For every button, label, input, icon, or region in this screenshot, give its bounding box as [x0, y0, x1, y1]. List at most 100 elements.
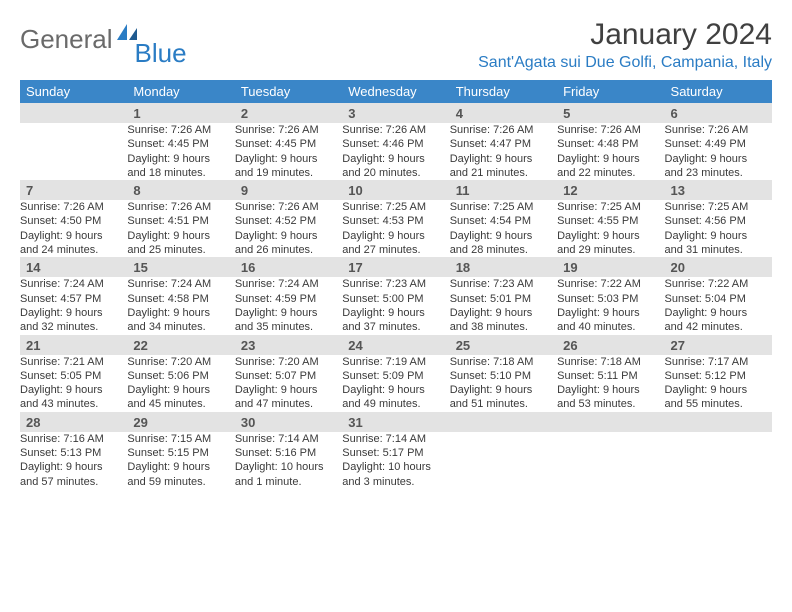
sunrise-text: Sunrise: 7:16 AM	[20, 432, 127, 446]
day2-text: and 20 minutes.	[342, 166, 449, 180]
day-number-cell: 30	[235, 412, 342, 432]
day-number-cell: 19	[557, 257, 664, 277]
title-block: January 2024 Sant'Agata sui Due Golfi, C…	[478, 18, 772, 72]
day-number: 8	[127, 180, 234, 200]
day1-text: Daylight: 9 hours	[665, 229, 772, 243]
sunrise-text: Sunrise: 7:23 AM	[342, 277, 449, 291]
sunset-text: Sunset: 5:10 PM	[450, 369, 557, 383]
day1-text: Daylight: 9 hours	[342, 229, 449, 243]
sunrise-text: Sunrise: 7:26 AM	[342, 123, 449, 137]
day-number: 14	[20, 257, 127, 277]
day-number-cell: 10	[342, 180, 449, 200]
day-data-cell: Sunrise: 7:26 AMSunset: 4:45 PMDaylight:…	[127, 123, 234, 180]
sunrise-text: Sunrise: 7:14 AM	[342, 432, 449, 446]
day-number-cell: 24	[342, 335, 449, 355]
sunset-text: Sunset: 4:46 PM	[342, 137, 449, 151]
day-number-cell: 18	[450, 257, 557, 277]
day-number-cell: 1	[127, 103, 234, 123]
day-data-cell: Sunrise: 7:26 AMSunset: 4:47 PMDaylight:…	[450, 123, 557, 180]
sunset-text: Sunset: 5:00 PM	[342, 292, 449, 306]
day-data-cell: Sunrise: 7:25 AMSunset: 4:53 PMDaylight:…	[342, 200, 449, 257]
sunrise-text: Sunrise: 7:23 AM	[450, 277, 557, 291]
sunrise-text: Sunrise: 7:22 AM	[557, 277, 664, 291]
day-data-row: Sunrise: 7:16 AMSunset: 5:13 PMDaylight:…	[20, 432, 772, 489]
sunrise-text: Sunrise: 7:18 AM	[557, 355, 664, 369]
sunset-text: Sunset: 4:45 PM	[235, 137, 342, 151]
day-number: 10	[342, 180, 449, 200]
sunrise-text: Sunrise: 7:20 AM	[235, 355, 342, 369]
day-number-cell: 11	[450, 180, 557, 200]
sunset-text: Sunset: 4:58 PM	[127, 292, 234, 306]
sunrise-text: Sunrise: 7:17 AM	[665, 355, 772, 369]
sunset-text: Sunset: 5:03 PM	[557, 292, 664, 306]
day-data-cell: Sunrise: 7:22 AMSunset: 5:04 PMDaylight:…	[665, 277, 772, 334]
day-number: 9	[235, 180, 342, 200]
day-data-cell: Sunrise: 7:14 AMSunset: 5:16 PMDaylight:…	[235, 432, 342, 489]
logo: General Blue	[20, 24, 193, 55]
sunrise-text: Sunrise: 7:25 AM	[342, 200, 449, 214]
day2-text: and 32 minutes.	[20, 320, 127, 334]
day1-text: Daylight: 9 hours	[665, 306, 772, 320]
sunset-text: Sunset: 5:05 PM	[20, 369, 127, 383]
day-number-cell: 31	[342, 412, 449, 432]
day2-text: and 49 minutes.	[342, 397, 449, 411]
sunset-text: Sunset: 5:17 PM	[342, 446, 449, 460]
day-number: 31	[342, 412, 449, 432]
sunrise-text: Sunrise: 7:26 AM	[127, 123, 234, 137]
day-number: 22	[127, 335, 234, 355]
sunrise-text: Sunrise: 7:21 AM	[20, 355, 127, 369]
day-data-cell: Sunrise: 7:26 AMSunset: 4:45 PMDaylight:…	[235, 123, 342, 180]
day1-text: Daylight: 9 hours	[665, 383, 772, 397]
sunset-text: Sunset: 5:04 PM	[665, 292, 772, 306]
sunrise-text: Sunrise: 7:18 AM	[450, 355, 557, 369]
sunrise-text: Sunrise: 7:26 AM	[450, 123, 557, 137]
day2-text: and 28 minutes.	[450, 243, 557, 257]
day2-text: and 45 minutes.	[127, 397, 234, 411]
logo-word1: General	[20, 24, 113, 55]
day-number-row: 123456	[20, 103, 772, 123]
day-number: 2	[235, 103, 342, 123]
day2-text: and 42 minutes.	[665, 320, 772, 334]
day-number-row: 28293031	[20, 412, 772, 432]
day1-text: Daylight: 9 hours	[20, 306, 127, 320]
day-number: 11	[450, 180, 557, 200]
sunrise-text: Sunrise: 7:24 AM	[20, 277, 127, 291]
sunrise-text: Sunrise: 7:26 AM	[665, 123, 772, 137]
day-data-cell	[665, 432, 772, 489]
day-number: 26	[557, 335, 664, 355]
day-number: 27	[665, 335, 772, 355]
sunset-text: Sunset: 5:07 PM	[235, 369, 342, 383]
day-number-row: 78910111213	[20, 180, 772, 200]
sunrise-text: Sunrise: 7:26 AM	[235, 123, 342, 137]
day-number-cell: 22	[127, 335, 234, 355]
day2-text: and 43 minutes.	[20, 397, 127, 411]
day-data-cell: Sunrise: 7:22 AMSunset: 5:03 PMDaylight:…	[557, 277, 664, 334]
weekday-header: Saturday	[665, 80, 772, 103]
day-number: 23	[235, 335, 342, 355]
day1-text: Daylight: 10 hours	[342, 460, 449, 474]
day-data-cell: Sunrise: 7:18 AMSunset: 5:10 PMDaylight:…	[450, 355, 557, 412]
day-data-cell: Sunrise: 7:24 AMSunset: 4:57 PMDaylight:…	[20, 277, 127, 334]
day-data-cell: Sunrise: 7:24 AMSunset: 4:58 PMDaylight:…	[127, 277, 234, 334]
day-number: 29	[127, 412, 234, 432]
sunset-text: Sunset: 5:11 PM	[557, 369, 664, 383]
day1-text: Daylight: 9 hours	[342, 306, 449, 320]
location: Sant'Agata sui Due Golfi, Campania, Ital…	[478, 54, 772, 72]
day-number: 20	[665, 257, 772, 277]
sunrise-text: Sunrise: 7:25 AM	[450, 200, 557, 214]
day-data-cell: Sunrise: 7:18 AMSunset: 5:11 PMDaylight:…	[557, 355, 664, 412]
sunset-text: Sunset: 4:55 PM	[557, 214, 664, 228]
day2-text: and 31 minutes.	[665, 243, 772, 257]
day-number-cell	[557, 412, 664, 432]
sunset-text: Sunset: 5:06 PM	[127, 369, 234, 383]
day2-text: and 51 minutes.	[450, 397, 557, 411]
logo-word2: Blue	[135, 38, 187, 69]
day-data-cell: Sunrise: 7:23 AMSunset: 5:01 PMDaylight:…	[450, 277, 557, 334]
day-number: 19	[557, 257, 664, 277]
day-number-cell: 16	[235, 257, 342, 277]
day2-text: and 55 minutes.	[665, 397, 772, 411]
sunrise-text: Sunrise: 7:26 AM	[235, 200, 342, 214]
day-data-cell: Sunrise: 7:14 AMSunset: 5:17 PMDaylight:…	[342, 432, 449, 489]
sunset-text: Sunset: 4:51 PM	[127, 214, 234, 228]
day2-text: and 47 minutes.	[235, 397, 342, 411]
